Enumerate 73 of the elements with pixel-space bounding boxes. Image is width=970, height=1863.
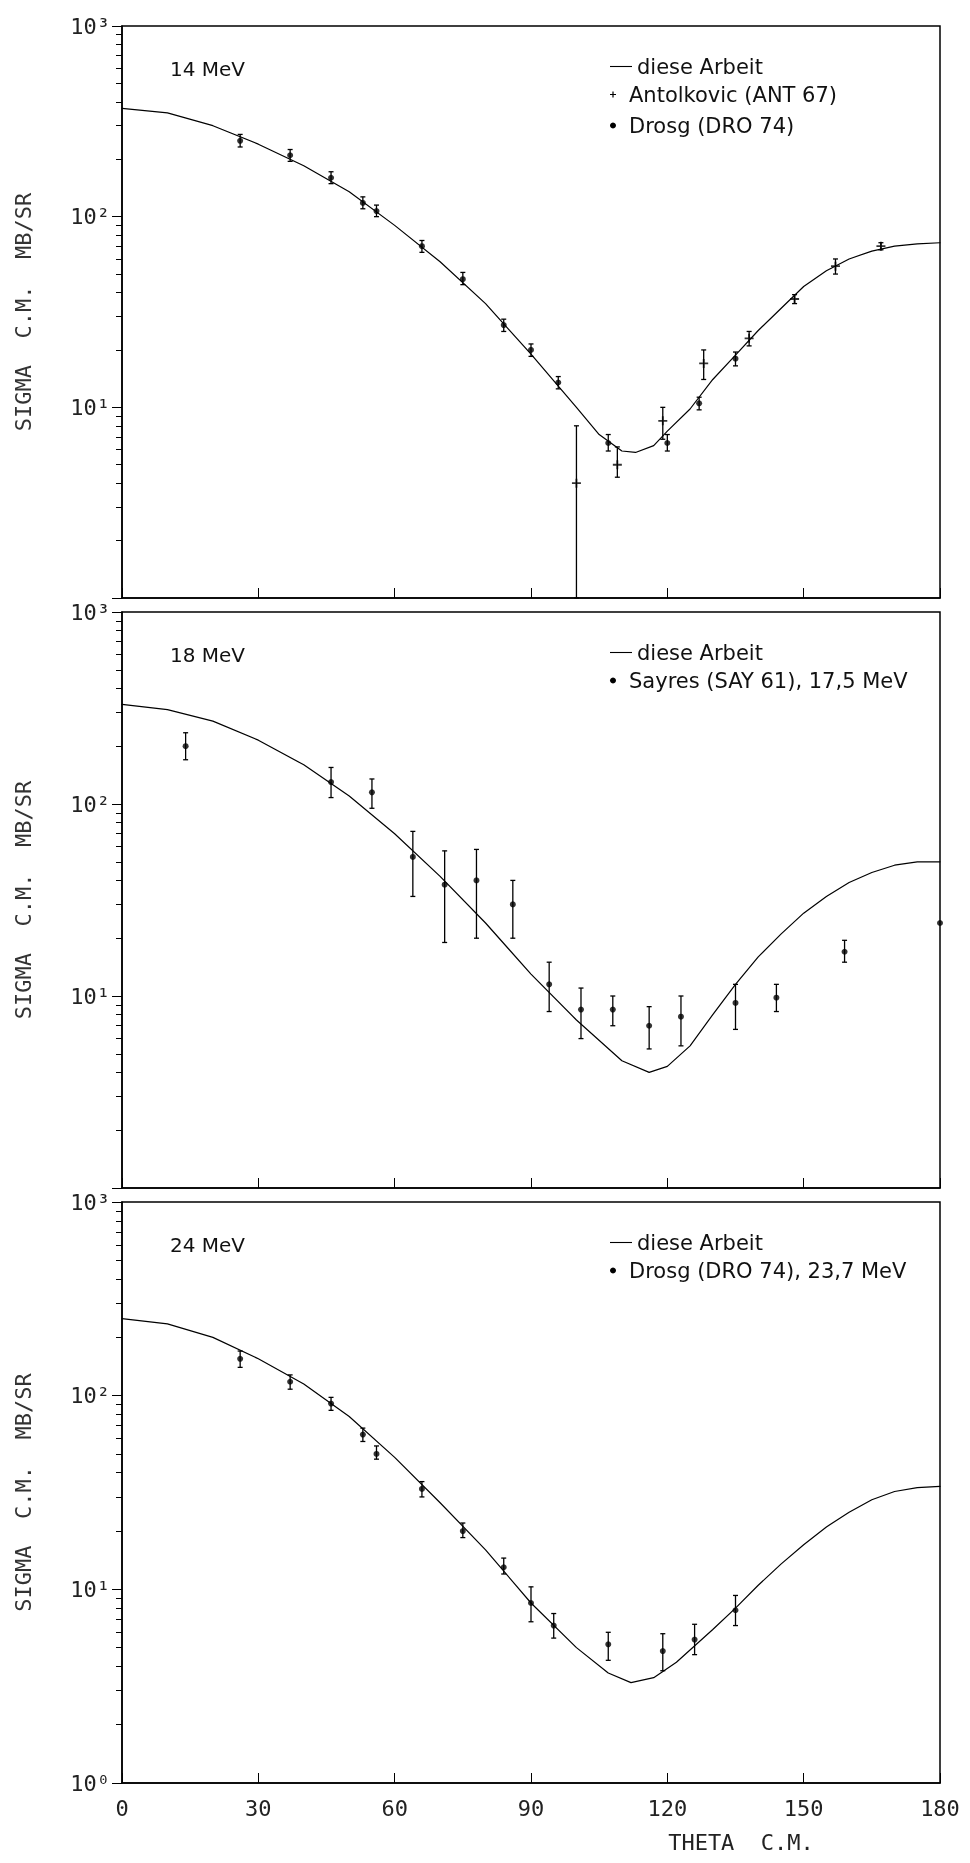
y-tick-label: 10¹ <box>70 1576 110 1602</box>
point <box>609 1006 616 1013</box>
point <box>696 400 703 407</box>
point <box>699 358 709 368</box>
y-tick-label: 10⁰ <box>70 1770 110 1796</box>
point <box>744 333 754 343</box>
point <box>659 1648 666 1655</box>
y-tick-label: 10¹ <box>70 983 110 1009</box>
text: 18 MeV <box>170 643 246 667</box>
point <box>773 994 780 1001</box>
point <box>528 1600 534 1606</box>
point <box>605 440 612 446</box>
point <box>328 779 335 786</box>
point <box>287 152 294 159</box>
x-tick-label: 90 <box>517 1795 545 1821</box>
y-tick-label: 10² <box>70 204 110 230</box>
point <box>418 243 425 250</box>
point <box>500 1564 507 1571</box>
legend-label: Sayres (SAY 61), 17,5 MeV <box>629 668 909 693</box>
point <box>677 1013 684 1020</box>
x-tick-label: 30 <box>245 1795 272 1821</box>
point <box>328 174 335 181</box>
y-axis-title: SIGMA C.M. MB/SR <box>10 192 36 432</box>
point <box>732 1607 739 1614</box>
point <box>691 1636 698 1643</box>
point <box>732 999 739 1006</box>
legend-label: diese Arbeit <box>637 640 763 665</box>
point <box>509 901 516 908</box>
y-tick-label: 10³ <box>70 599 110 625</box>
point <box>368 789 375 796</box>
legend-label: diese Arbeit <box>637 54 763 79</box>
point <box>328 1400 335 1407</box>
point <box>646 1022 653 1029</box>
point <box>359 199 366 206</box>
point <box>605 1641 612 1648</box>
y-tick-label: 10³ <box>70 1189 110 1215</box>
point <box>237 137 244 144</box>
point <box>359 1431 366 1438</box>
y-axis-title: SIGMA C.M. MB/SR <box>10 780 36 1020</box>
legend-label: Drosg (DRO 74) <box>629 113 795 138</box>
point <box>664 440 671 446</box>
x-axis-title: THETA C.M. <box>668 1829 814 1855</box>
y-axis-title: SIGMA C.M. MB/SR <box>10 1372 36 1612</box>
x-tick-label: 120 <box>647 1795 688 1821</box>
text: 14 MeV <box>170 57 246 81</box>
point <box>578 1006 584 1013</box>
point <box>373 208 380 215</box>
x-tick-label: 180 <box>920 1795 960 1821</box>
y-tick-label: 10² <box>70 1383 110 1409</box>
x-tick-label: 60 <box>381 1795 408 1821</box>
y-tick-label: 10¹ <box>70 394 110 420</box>
point <box>546 981 553 988</box>
y-tick-label: 10³ <box>70 13 110 39</box>
point <box>500 322 507 329</box>
legend-label: Antolkovic (ANT 67) <box>629 82 838 107</box>
point <box>459 1528 466 1535</box>
x-tick-label: 150 <box>783 1795 824 1821</box>
x-tick-label: 0 <box>115 1795 129 1821</box>
point <box>658 416 668 426</box>
y-tick-label: 10² <box>70 791 110 817</box>
point <box>182 743 189 750</box>
legend-label: Drosg (DRO 74), 23,7 MeV <box>629 1258 908 1283</box>
point <box>612 460 622 470</box>
point <box>418 1485 425 1492</box>
legend-label: diese Arbeit <box>637 1230 763 1255</box>
point <box>287 1378 294 1385</box>
point <box>441 881 448 888</box>
text: 24 MeV <box>170 1233 246 1257</box>
point <box>409 853 416 860</box>
point <box>473 877 480 884</box>
point <box>937 920 943 926</box>
point <box>841 948 848 955</box>
point <box>237 1355 244 1362</box>
